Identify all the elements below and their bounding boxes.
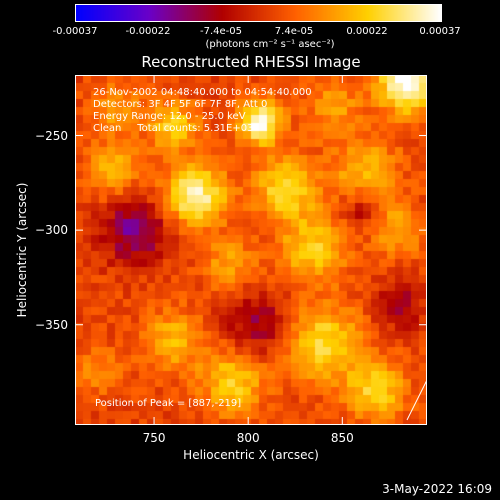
y-tick-label: −350 xyxy=(35,317,68,332)
colorbar xyxy=(75,4,442,22)
colorbar-unit-label: (photons cm⁻² s⁻¹ asec⁻²) xyxy=(205,39,335,50)
colorbar-tick-label: -0.00022 xyxy=(125,26,171,37)
datestamp: 3-May-2022 16:09 xyxy=(382,482,492,496)
chart-title: Reconstructed RHESSI Image xyxy=(141,53,361,71)
annotation-counts: Clean Total counts: 5.31E+03 xyxy=(93,123,254,134)
peak-position-label: Position of Peak = [887,-219] xyxy=(95,398,242,409)
colorbar-tick-label: 7.4e-05 xyxy=(274,26,314,37)
colorbar-tick-label: 0.00037 xyxy=(419,26,461,37)
heatmap-image xyxy=(75,75,427,425)
annotation-detectors: Detectors: 3F 4F 5F 6F 7F 8F, Att 0 xyxy=(93,99,268,110)
colorbar-tick-label: 0.00022 xyxy=(346,26,388,37)
y-tick-label: −250 xyxy=(35,128,68,143)
annotation-time: 26-Nov-2002 04:48:40.000 to 04:54:40.000 xyxy=(93,87,312,98)
colorbar-tick-label: -0.00037 xyxy=(52,26,98,37)
x-tick-label: 750 xyxy=(142,431,166,445)
x-tick-label: 850 xyxy=(330,431,354,445)
limb-line xyxy=(406,379,427,421)
y-tick-label: −300 xyxy=(35,223,68,238)
annotation-energy: Energy Range: 12.0 - 25.0 keV xyxy=(93,111,246,122)
y-axis-label: Heliocentric Y (arcsec) xyxy=(15,182,29,318)
colorbar-tick-label: -7.4e-05 xyxy=(200,26,242,37)
plot-frame xyxy=(75,75,427,425)
x-tick-label: 800 xyxy=(236,431,260,445)
x-axis-label: Heliocentric X (arcsec) xyxy=(183,448,319,462)
